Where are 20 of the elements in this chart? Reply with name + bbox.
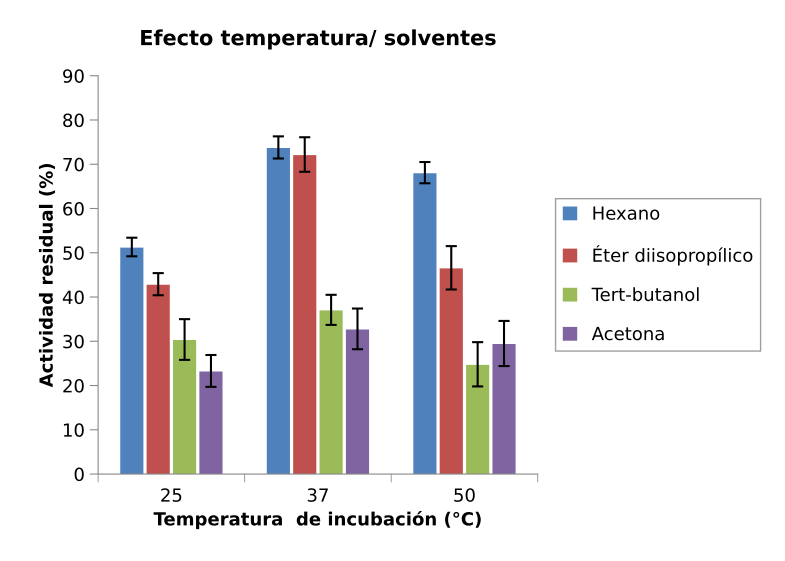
y-tick-label: 70 (63, 158, 84, 172)
y-tick-label: 50 (63, 246, 84, 260)
legend-label: Éter diisopropílico (593, 245, 752, 266)
y-tick-label: 40 (62, 290, 84, 304)
y-tick-label: 10 (64, 423, 84, 437)
legend-label: Acetona (592, 326, 664, 340)
x-axis-title: Temperatura de incubación (°C) (154, 510, 481, 530)
legend-label: Tert-butanol (592, 287, 699, 302)
y-axis-title: Actividad residual (%) (38, 164, 56, 388)
y-tick-label: 20 (63, 378, 84, 393)
chart-title: Efecto temperatura/ solventes (141, 29, 496, 50)
legend-label: Hexano (593, 206, 660, 220)
y-tick-label: 80 (63, 113, 84, 128)
x-tick-label: 50 (454, 488, 475, 502)
y-tick-label: 30 (63, 334, 84, 348)
x-tick-label: 37 (308, 488, 328, 502)
x-tick-label: 25 (161, 488, 182, 502)
y-tick-label: 60 (63, 202, 84, 216)
y-tick-label: 0 (74, 468, 84, 482)
y-tick-label: 90 (63, 69, 84, 83)
